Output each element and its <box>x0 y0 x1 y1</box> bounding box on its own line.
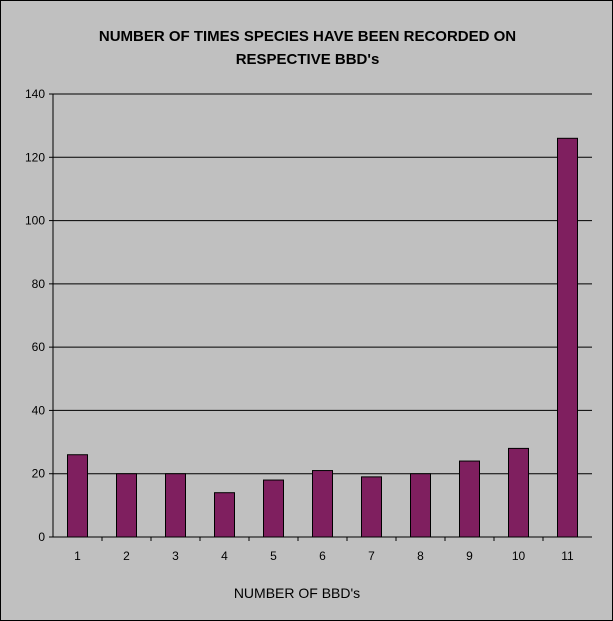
bar <box>116 473 137 538</box>
x-tick-label: 6 <box>319 549 326 563</box>
x-tick-label: 10 <box>512 549 526 563</box>
x-axis-label: NUMBER OF BBD's <box>233 585 361 601</box>
chart-title: NUMBER OF TIMES SPECIES HAVE BEEN RECORD… <box>1 25 613 71</box>
y-tick-label: 20 <box>32 467 46 481</box>
bar <box>214 492 235 538</box>
x-tick-label: 5 <box>270 549 277 563</box>
bar <box>67 454 88 538</box>
x-tick-label: 2 <box>123 549 130 563</box>
bar <box>312 470 333 538</box>
y-tick-label: 0 <box>38 530 45 544</box>
bar <box>263 479 284 538</box>
y-tick-label: 40 <box>32 403 46 417</box>
y-tick-label: 120 <box>25 150 45 164</box>
x-tick-label: 11 <box>561 549 574 563</box>
x-tick-label: 9 <box>466 549 473 563</box>
bar <box>459 460 480 538</box>
bar <box>165 473 186 538</box>
bar <box>557 137 578 538</box>
y-tick-label: 140 <box>25 87 45 101</box>
x-tick-label: 4 <box>221 549 228 563</box>
y-tick-label: 80 <box>32 277 46 291</box>
chart-title-line-1: NUMBER OF TIMES SPECIES HAVE BEEN RECORD… <box>98 28 517 45</box>
x-tick-label: 7 <box>368 549 375 563</box>
bar <box>508 447 529 538</box>
x-tick-label: 8 <box>417 549 424 563</box>
x-tick-label: 1 <box>74 549 81 563</box>
y-tick-label: 100 <box>25 214 45 228</box>
chart-title-line-2: RESPECTIVE BBD's <box>235 51 380 68</box>
y-tick-label: 60 <box>32 340 46 354</box>
x-tick-label: 3 <box>172 549 179 563</box>
bar <box>361 476 382 538</box>
bar <box>410 473 431 538</box>
